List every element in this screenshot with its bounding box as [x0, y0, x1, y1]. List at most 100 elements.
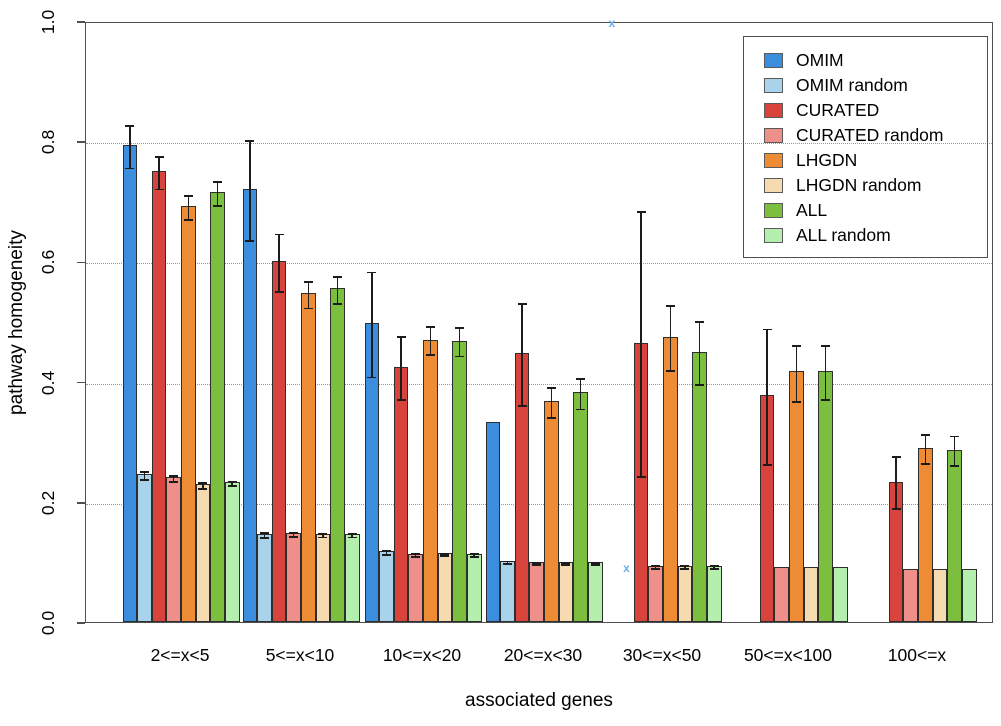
bar: [692, 351, 707, 622]
error-bar-cap: [425, 326, 435, 328]
error-bar-cap: [469, 553, 479, 556]
gridline: [86, 503, 992, 505]
legend-item: LHGDN random: [764, 173, 987, 198]
error-bar-cap: [455, 355, 465, 358]
error-bar-cap: [213, 205, 223, 208]
error-bar: [371, 272, 373, 378]
legend-label: CURATED random: [796, 124, 944, 145]
error-bar: [249, 141, 251, 242]
legend-swatch: [764, 53, 783, 68]
error-bar-cap: [546, 416, 556, 419]
bar: [789, 371, 804, 622]
error-bar-cap: [762, 463, 772, 466]
error-bar: [535, 562, 538, 566]
error-bar-cap: [411, 553, 421, 556]
error-bar: [550, 387, 553, 418]
error-bar: [129, 126, 131, 169]
legend: OMIM OMIM random CURATED CURATED random LHGD…: [743, 36, 988, 258]
error-bar-cap: [665, 370, 675, 372]
bar: [706, 565, 722, 622]
bar: [452, 340, 467, 622]
error-bar-cap: [259, 532, 269, 535]
error-bar-cap: [546, 386, 556, 389]
error-bar: [895, 456, 897, 509]
bar: [903, 568, 918, 622]
legend-swatch: [764, 153, 783, 168]
bar: [774, 566, 789, 622]
gridline: [86, 143, 992, 145]
legend-label: LHGDN: [796, 149, 858, 170]
bar: [242, 189, 258, 622]
error-bar: [336, 276, 339, 304]
bar: [832, 566, 848, 622]
error-bar: [292, 533, 295, 537]
error-bar-cap: [303, 281, 313, 283]
legend-swatch: [764, 178, 783, 193]
x-axis-title: associated genes: [465, 690, 613, 711]
error-bar-cap: [709, 565, 719, 568]
bar-group: [122, 23, 240, 622]
bar: [818, 370, 833, 622]
error-bar-cap: [532, 561, 542, 564]
error-bar-cap: [198, 488, 208, 491]
legend-swatch: [764, 78, 783, 93]
y-tick-label: 0.0: [37, 610, 58, 636]
error-bar: [143, 471, 146, 480]
bar: [122, 145, 138, 622]
error-bar-cap: [517, 303, 527, 306]
error-bar-cap: [821, 398, 831, 401]
error-bar-cap: [950, 465, 960, 467]
legend-swatch: [764, 103, 783, 118]
x-category-label: 2<=x<5: [150, 645, 210, 665]
error-bar-cap: [169, 475, 179, 478]
error-bar-cap: [396, 398, 406, 401]
error-bar-cap: [891, 507, 901, 510]
bar: [677, 565, 693, 622]
error-bar-cap: [590, 561, 600, 564]
error-bar-cap: [411, 555, 421, 558]
error-bar-cap: [274, 233, 284, 236]
error-bar-cap: [139, 471, 149, 473]
y-tick: [77, 21, 85, 23]
error-bar-cap: [561, 564, 571, 566]
x-category-label: 50<=x<100: [743, 645, 833, 665]
legend-label: CURATED: [796, 99, 880, 120]
error-bar-cap: [245, 140, 255, 143]
gridline: [86, 263, 992, 265]
error-bar: [565, 562, 567, 566]
error-bar-cap: [213, 181, 223, 184]
error-bar: [594, 562, 596, 566]
y-tick: [77, 261, 85, 264]
error-bar-cap: [333, 275, 343, 278]
bar-group: [860, 23, 977, 622]
bar: [558, 561, 574, 622]
x-category-label: 30<=x<50: [622, 645, 702, 665]
error-bar: [429, 327, 432, 356]
bar: [408, 553, 423, 622]
error-bar: [684, 566, 686, 569]
bar: [181, 206, 196, 622]
error-bar: [579, 379, 582, 410]
y-tick-label: 0.6: [37, 250, 58, 275]
legend-item: ALL: [764, 198, 987, 223]
x-category-label: 5<=x<10: [265, 645, 335, 665]
legend-label: ALL: [796, 199, 828, 220]
y-tick-label: 0.2: [37, 490, 58, 515]
error-bar-cap: [455, 327, 465, 330]
error-bar: [698, 322, 701, 385]
error-bar: [322, 533, 324, 538]
error-bar-cap: [227, 480, 237, 483]
error-bar-cap: [920, 433, 930, 436]
bar: [151, 171, 167, 622]
error-bar-cap: [289, 532, 299, 535]
error-bar-cap: [695, 383, 705, 386]
error-bar-cap: [502, 560, 512, 563]
error-bar: [400, 336, 402, 400]
legend-item: OMIM: [764, 48, 987, 73]
error-bar: [172, 476, 175, 483]
error-bar: [640, 212, 642, 477]
error-bar-cap: [636, 475, 646, 478]
y-tick: [77, 381, 85, 384]
